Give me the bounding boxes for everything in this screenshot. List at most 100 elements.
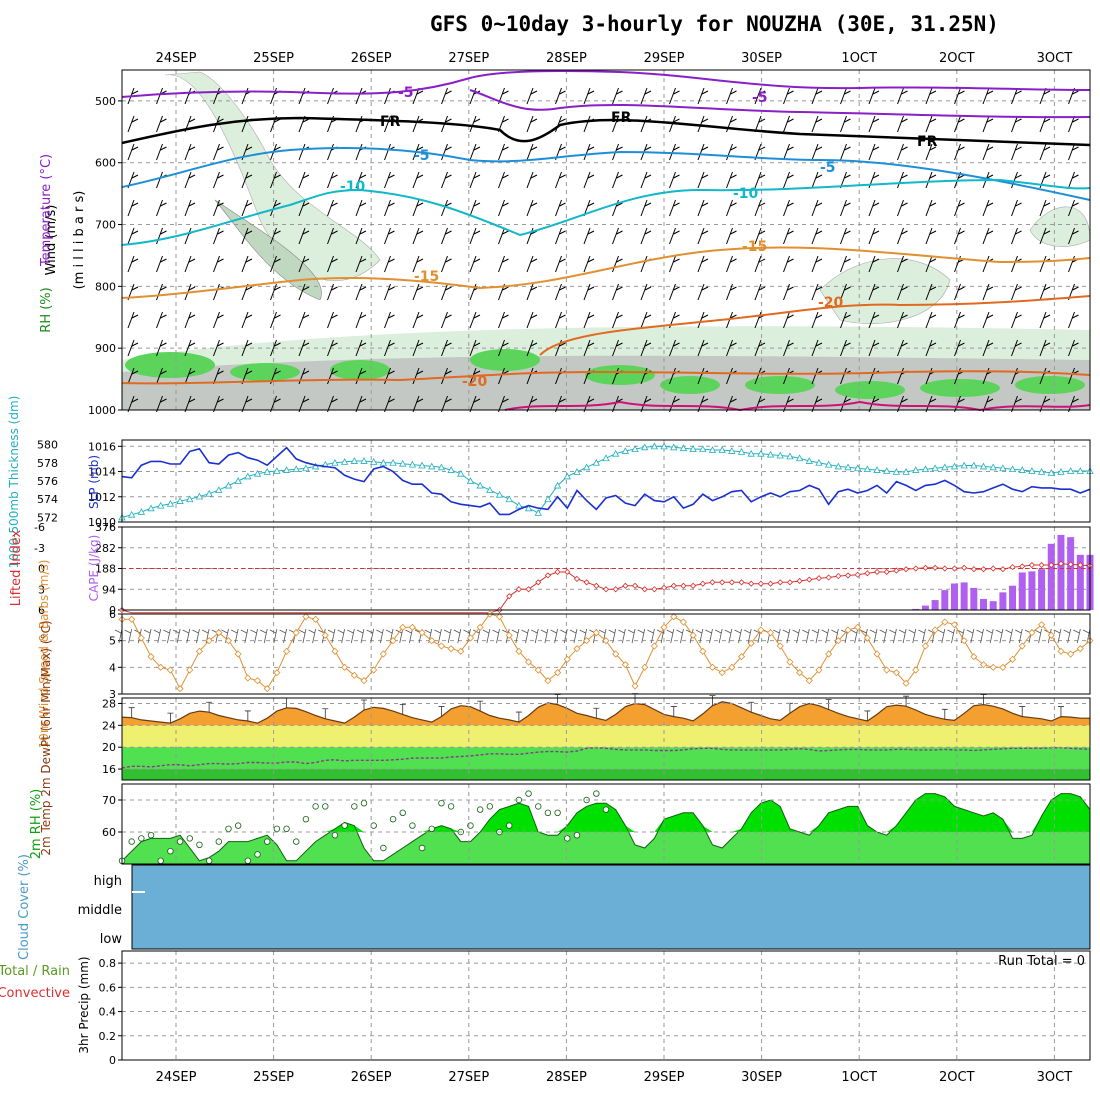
isotherm-line — [469, 89, 1091, 119]
thickness-marker — [776, 451, 784, 459]
wind-barb — [298, 339, 310, 357]
thickness-marker — [824, 460, 833, 468]
cape-bar — [921, 605, 929, 610]
wind-barb — [726, 171, 737, 189]
cape-tick-label: 94 — [102, 583, 116, 596]
li-marker — [612, 586, 619, 593]
wind-barb — [213, 367, 224, 385]
rh-marker — [273, 825, 281, 832]
wind-barb — [327, 171, 338, 189]
thickness-marker — [815, 458, 823, 466]
wind-speed-marker — [389, 637, 397, 645]
chart-title: GFS 0~10day 3-hourly for NOUZHA (30E, 31… — [430, 12, 999, 36]
thickness-marker — [1076, 467, 1084, 474]
wind-barb — [1011, 395, 1022, 413]
li-marker — [1057, 560, 1065, 567]
wind-barb — [897, 339, 908, 357]
wind-barb — [811, 87, 823, 105]
surface-wind-barb — [540, 628, 549, 644]
wind-barb — [355, 199, 367, 217]
thickness-marker — [215, 486, 223, 494]
wind-barb — [327, 395, 338, 413]
wind-barb — [954, 199, 965, 217]
wind-ylabel: 10m Wind Speed & Barbs (m/s) — [37, 560, 51, 749]
wind-speed-marker — [728, 663, 736, 671]
wind-barb — [868, 283, 880, 301]
wind-barb — [441, 367, 452, 385]
thickness-marker — [166, 499, 175, 507]
thickness-marker — [563, 472, 571, 480]
wind-barb — [754, 395, 766, 413]
temp-tick-label: 28 — [102, 697, 116, 710]
wind-barb — [384, 311, 395, 329]
wind-speed-marker — [1067, 650, 1075, 658]
surface-wind-barb — [986, 628, 994, 644]
wind-barb — [441, 283, 452, 301]
wind-barb — [526, 311, 538, 329]
li-marker — [641, 586, 648, 593]
wind-barb — [1011, 339, 1022, 357]
wind-speed-marker — [854, 623, 862, 631]
wind-barb — [783, 227, 794, 245]
cape-ylabel: CAPE (J/kg) — [87, 535, 101, 602]
surface-wind-barb — [976, 628, 984, 644]
surface-wind-barb — [666, 628, 675, 644]
wind-barb — [612, 227, 623, 245]
thickness-marker — [921, 465, 930, 473]
wind-speed-marker — [660, 623, 668, 631]
thickness-marker — [437, 463, 446, 471]
upper-air-frame — [121, 69, 1091, 411]
rh-marker — [147, 832, 155, 839]
rh-green-blob — [920, 379, 1000, 397]
rh-marker — [186, 835, 193, 842]
thickness-marker — [747, 449, 755, 457]
wind-speed-marker — [505, 631, 513, 639]
pressure-tick-label: 500 — [95, 95, 116, 108]
surface-wind-barb — [569, 628, 578, 644]
wind-barb — [270, 283, 281, 301]
wind-barb — [526, 395, 538, 413]
precip-frame — [121, 950, 1091, 1061]
wind-barb — [384, 199, 395, 217]
wind-barb — [783, 171, 794, 189]
rh-marker — [389, 816, 397, 823]
wind-barb — [241, 199, 253, 217]
isotherm-label: FR — [380, 114, 401, 130]
rh-marker — [360, 800, 368, 807]
surface-wind-barb — [676, 628, 684, 644]
wind-speed-marker — [825, 650, 833, 658]
wind-barb — [355, 143, 367, 161]
wind-barb — [441, 395, 452, 413]
cape-bar — [1047, 543, 1055, 610]
wind-barb — [156, 87, 167, 105]
wind-speed-marker — [282, 647, 291, 655]
cape-bar — [1018, 572, 1026, 610]
wind-barb — [811, 171, 823, 189]
surface-wind-barb — [811, 628, 820, 644]
surface-wind-barb — [821, 628, 830, 644]
li-marker — [738, 579, 745, 586]
li-marker — [525, 586, 532, 593]
dewpoint-band — [122, 725, 1090, 748]
day-label-bottom: 27SEP — [448, 1070, 489, 1085]
wind-barb — [327, 227, 338, 245]
surface-wind-barb — [405, 628, 413, 644]
wind-barb — [612, 171, 623, 189]
rh-marker — [525, 790, 532, 797]
thickness-marker — [157, 501, 165, 509]
wind-barb — [498, 171, 509, 189]
wind-speed-marker — [157, 663, 165, 671]
thickness-marker — [195, 492, 204, 500]
wind-barb — [555, 283, 566, 301]
li-tick-label: -6 — [34, 521, 45, 534]
li-marker — [825, 574, 832, 581]
li-marker — [922, 564, 929, 571]
isotherm-line — [121, 147, 1091, 201]
cape-bar — [980, 598, 988, 610]
surface-wind-barb — [453, 628, 462, 644]
wind-barb — [412, 255, 424, 273]
wind-barb — [555, 115, 566, 133]
wind-barb — [241, 87, 253, 105]
surface-wind-barb — [163, 628, 171, 644]
